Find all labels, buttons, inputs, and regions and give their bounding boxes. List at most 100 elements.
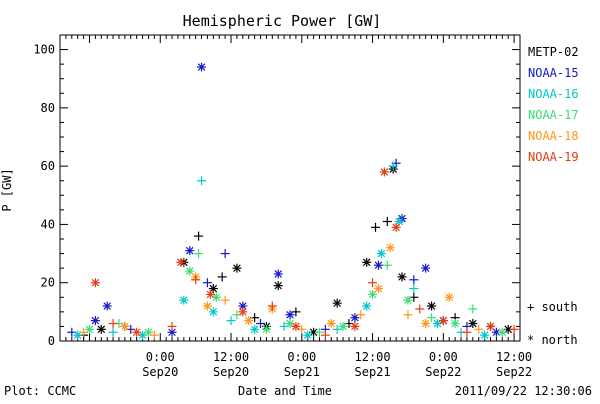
footer-left: Plot: CCMC — [4, 384, 76, 398]
legend-entry: NOAA-17 — [528, 108, 579, 122]
marker-stroke — [492, 328, 501, 337]
data-point — [388, 161, 398, 171]
marker-stroke — [351, 322, 359, 331]
marker-stroke — [132, 328, 141, 337]
marker-stroke — [404, 296, 412, 304]
data-point — [332, 298, 342, 308]
data-point — [373, 260, 383, 270]
data-point — [409, 284, 419, 294]
data-point — [491, 327, 501, 337]
data-point — [373, 284, 383, 294]
data-point — [382, 260, 392, 270]
data-point — [291, 321, 301, 331]
x-tick-label-time: 12:00 — [355, 350, 391, 364]
data-point — [444, 292, 454, 302]
data-point — [202, 278, 212, 288]
marker-stroke — [91, 316, 100, 325]
data-point — [226, 316, 236, 326]
data-point — [450, 319, 460, 329]
x-tick-label-date: Sep20 — [142, 365, 178, 379]
data-point — [391, 222, 401, 232]
marker-stroke — [206, 290, 215, 299]
marker-stroke — [250, 325, 259, 334]
marker-stroke — [233, 264, 241, 272]
data-point — [73, 330, 83, 340]
data-point — [438, 316, 448, 326]
y-tick-label: 20 — [41, 276, 55, 290]
data-point — [176, 257, 186, 267]
data-point — [415, 304, 425, 314]
data-point — [84, 324, 94, 334]
data-point — [220, 295, 230, 305]
data-point — [217, 272, 227, 282]
footer-center: Date and Time — [238, 384, 332, 398]
y-tick-label: 0 — [48, 334, 55, 348]
data-point — [382, 217, 392, 227]
data-point — [220, 249, 230, 259]
marker-stroke — [138, 331, 147, 339]
marker-stroke — [286, 310, 294, 319]
data-point — [320, 330, 330, 340]
data-point — [303, 330, 313, 340]
marker-stroke — [262, 325, 271, 334]
data-point — [371, 222, 381, 232]
data-point — [409, 275, 419, 285]
marker-legend-entry: + south — [527, 300, 578, 314]
x-tick-label-time: 12:00 — [496, 350, 532, 364]
data-point — [167, 321, 177, 331]
data-point — [379, 167, 389, 177]
marker-stroke — [433, 319, 442, 328]
x-tick-label-time: 0:00 — [146, 350, 175, 364]
data-point — [385, 243, 395, 253]
data-point — [90, 278, 100, 288]
data-point — [273, 269, 283, 279]
marker-stroke — [185, 267, 194, 275]
marker-stroke — [486, 322, 495, 331]
marker-stroke — [368, 290, 377, 299]
data-point — [197, 176, 207, 186]
marker-stroke — [445, 293, 454, 302]
ylabel: P [GW] — [0, 168, 14, 211]
marker-stroke — [103, 302, 111, 310]
marker-stroke — [327, 319, 336, 328]
data-point — [267, 301, 277, 311]
data-point — [421, 263, 431, 273]
marker-stroke — [209, 284, 218, 293]
legend-entry: NOAA-15 — [528, 66, 579, 80]
data-point — [194, 231, 204, 241]
data-point — [285, 310, 295, 320]
marker-stroke — [427, 302, 436, 310]
data-point — [509, 324, 519, 334]
x-tick-label-date: Sep21 — [284, 365, 320, 379]
x-tick-label-date: Sep21 — [355, 365, 391, 379]
y-tick-label: 40 — [41, 217, 55, 231]
data-point — [205, 289, 215, 299]
marker-stroke — [421, 264, 430, 272]
marker-stroke — [274, 281, 283, 290]
data-point — [120, 321, 130, 331]
marker-stroke — [144, 328, 153, 337]
marker-stroke — [303, 331, 312, 339]
marker-stroke — [377, 249, 386, 258]
data-point — [421, 319, 431, 329]
marker-stroke — [121, 322, 129, 331]
data-point — [314, 327, 324, 337]
marker-stroke — [177, 258, 185, 267]
marker-stroke — [504, 325, 513, 334]
data-point — [208, 307, 218, 317]
marker-stroke — [185, 246, 194, 255]
data-point — [143, 327, 153, 337]
data-point — [468, 304, 478, 314]
axes: 0204060801000:00Sep2012:00Sep200:00Sep21… — [33, 34, 532, 379]
legend-entry: METP-02 — [528, 45, 579, 59]
data-point — [197, 62, 207, 72]
y-tick-label: 60 — [41, 159, 55, 173]
chart-title: Hemispheric Power [GW] — [183, 12, 382, 30]
data-point — [108, 327, 118, 337]
marker-stroke — [274, 270, 283, 278]
y-tick-label: 80 — [41, 101, 55, 115]
data-point — [90, 316, 100, 326]
data-point — [250, 324, 260, 334]
data-point — [256, 319, 266, 329]
